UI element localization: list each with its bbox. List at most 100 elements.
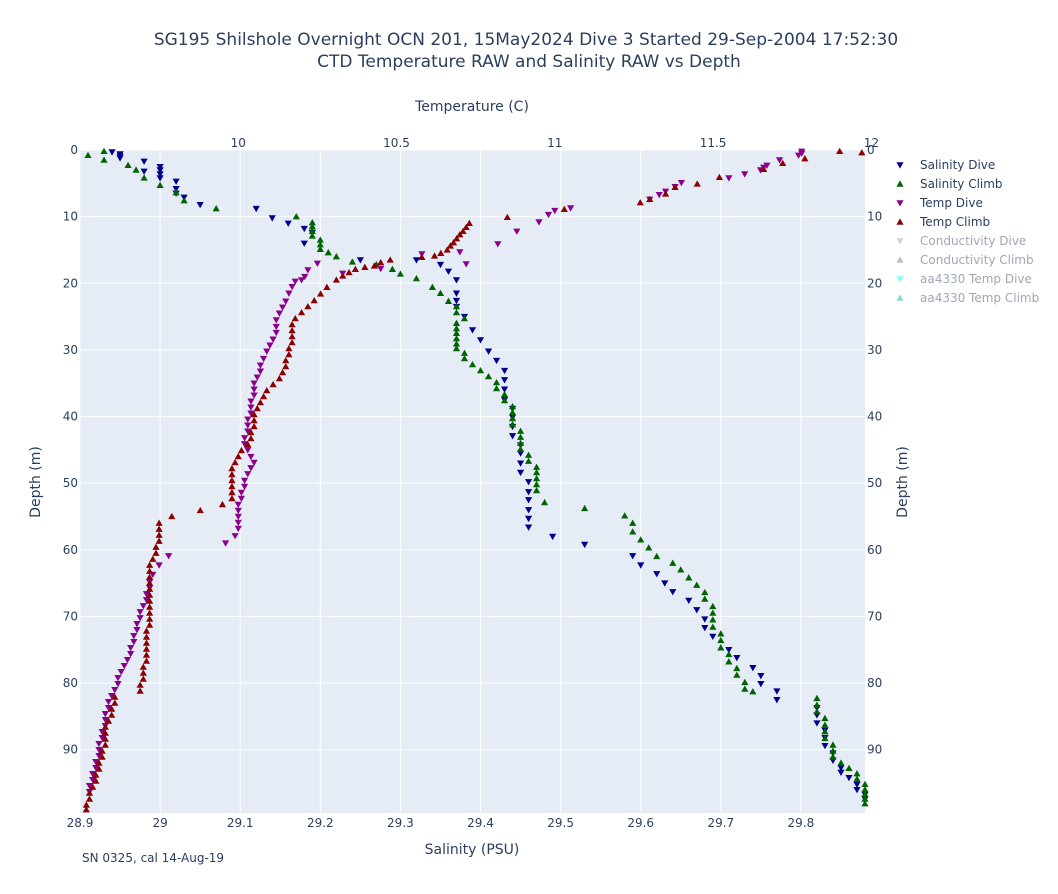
- y-tick-label-left: 60: [63, 543, 78, 557]
- salinity-dive-point: [468, 327, 477, 334]
- temp-dive-point: [101, 717, 109, 724]
- conductivity-climb-legend-label[interactable]: Conductivity Climb: [920, 253, 1034, 267]
- y-tick-label-left: 20: [63, 276, 78, 290]
- x-bottom-tick-label: 29.1: [227, 816, 254, 830]
- temp-climb-point: [247, 428, 255, 436]
- salinity-dive-legend-marker[interactable]: [896, 162, 904, 169]
- temp-climb-point: [285, 350, 293, 358]
- temp-climb-point: [146, 603, 154, 610]
- salinity-climb-point: [452, 319, 461, 326]
- legend[interactable]: Salinity Dive Salinity Climb Temp Dive Temp…: [896, 158, 1039, 305]
- temp-dive-legend-label[interactable]: Temp Dive: [919, 196, 983, 210]
- x-bottom-tick-label: 29.8: [788, 816, 815, 830]
- temp-dive-point: [513, 228, 521, 235]
- temp-climb-point: [139, 675, 147, 682]
- temp-climb-point: [139, 669, 147, 676]
- salinity-climb-point: [508, 414, 517, 422]
- temp-climb-point: [285, 344, 293, 352]
- x-bottom-tick-label: 29.6: [627, 816, 654, 830]
- aa4330-temp-climb-legend-marker[interactable]: [896, 294, 904, 301]
- temp-climb-point: [142, 657, 151, 664]
- temp-climb-legend-marker[interactable]: [896, 218, 904, 225]
- temp-dive-point: [677, 179, 686, 187]
- salinity-climb-legend-marker[interactable]: [896, 180, 904, 187]
- temp-dive-point: [237, 495, 246, 503]
- salinity-climb-point: [741, 685, 749, 692]
- temp-dive-point: [377, 265, 385, 273]
- salinity-climb-point: [540, 498, 549, 506]
- salinity-dive-point: [508, 433, 517, 440]
- plot-background: [80, 150, 865, 813]
- salinity-dive-legend-label[interactable]: Salinity Dive: [920, 158, 995, 172]
- salinity-climb-point: [733, 664, 741, 672]
- conductivity-climb-legend-marker[interactable]: [896, 256, 904, 263]
- salinity-climb-legend-label[interactable]: Salinity Climb: [920, 177, 1003, 191]
- aa4330-temp-dive-legend-label[interactable]: aa4330 Temp Dive: [920, 272, 1032, 286]
- temp-dive-point: [165, 553, 173, 560]
- temp-dive-point: [114, 675, 122, 682]
- y-tick-label-right: 10: [867, 210, 882, 224]
- salinity-climb-point: [412, 275, 421, 282]
- temp-climb-legend-label[interactable]: Temp Climb: [919, 215, 990, 229]
- salinity-climb-point: [316, 245, 324, 252]
- temp-dive-point: [259, 355, 268, 363]
- salinity-climb-point: [508, 408, 517, 416]
- salinity-climb-point: [124, 161, 132, 169]
- temp-climb-point: [104, 717, 113, 724]
- y-tick-label-left: 0: [70, 143, 78, 157]
- temp-dive-point: [288, 283, 296, 291]
- temp-dive-point: [798, 150, 806, 157]
- temp-climb-point: [228, 476, 236, 484]
- temp-dive-point: [244, 447, 252, 454]
- temp-dive-point: [282, 298, 290, 305]
- temp-dive-point: [462, 261, 470, 268]
- salinity-dive-point: [436, 261, 445, 269]
- salinity-climb-point: [484, 372, 493, 380]
- conductivity-dive-legend-label[interactable]: Conductivity Dive: [920, 234, 1026, 248]
- temp-dive-point: [256, 362, 265, 369]
- salinity-dive-point: [516, 469, 525, 477]
- temp-climb-point: [82, 801, 90, 808]
- temp-climb-point: [101, 735, 109, 742]
- salinity-dive-point: [516, 460, 525, 467]
- salinity-dive-point: [196, 201, 204, 209]
- temp-dive-point: [794, 152, 803, 159]
- salinity-dive-point: [813, 720, 821, 727]
- temp-dive-point: [247, 465, 255, 472]
- x-top-tick-label: 10.5: [383, 136, 410, 150]
- salinity-climb-point: [853, 775, 861, 782]
- temp-dive-point: [95, 746, 103, 754]
- salinity-climb-point: [717, 644, 725, 651]
- salinity-climb-point: [645, 544, 653, 551]
- salinity-climb-point: [468, 360, 477, 368]
- temp-climb-point: [282, 356, 290, 364]
- salinity-climb-point: [677, 566, 685, 573]
- salinity-climb-point: [693, 581, 701, 588]
- temp-climb-point: [462, 223, 470, 230]
- salinity-dive-point: [524, 515, 533, 523]
- salinity-dive-point: [156, 167, 164, 174]
- aa4330-temp-climb-legend-label[interactable]: aa4330 Temp Climb: [920, 291, 1039, 305]
- temp-climb-point: [316, 290, 325, 297]
- salinity-climb-point: [725, 658, 733, 665]
- temp-dive-point: [240, 435, 249, 442]
- x-bottom-tick-label: 29.4: [467, 816, 494, 830]
- temp-dive-point: [111, 687, 119, 694]
- temp-dive-point: [275, 310, 284, 317]
- conductivity-dive-legend-marker[interactable]: [896, 238, 904, 245]
- salinity-climb-point: [396, 270, 405, 277]
- temp-dive-legend-marker[interactable]: [896, 200, 904, 207]
- aa4330-temp-dive-legend-marker[interactable]: [896, 276, 904, 283]
- salinity-climb-point: [324, 249, 332, 256]
- temp-dive-point: [127, 651, 135, 658]
- salinity-dive-point: [156, 175, 164, 182]
- temp-dive-point: [136, 615, 144, 622]
- salinity-climb-point: [212, 205, 220, 212]
- temp-climb-point: [149, 555, 157, 562]
- temp-dive-point: [272, 323, 280, 331]
- temp-climb-point: [101, 723, 109, 730]
- salinity-climb-point: [861, 790, 869, 798]
- salinity-climb-point: [460, 349, 469, 356]
- salinity-climb-point: [452, 324, 461, 332]
- salinity-dive-point: [725, 647, 733, 654]
